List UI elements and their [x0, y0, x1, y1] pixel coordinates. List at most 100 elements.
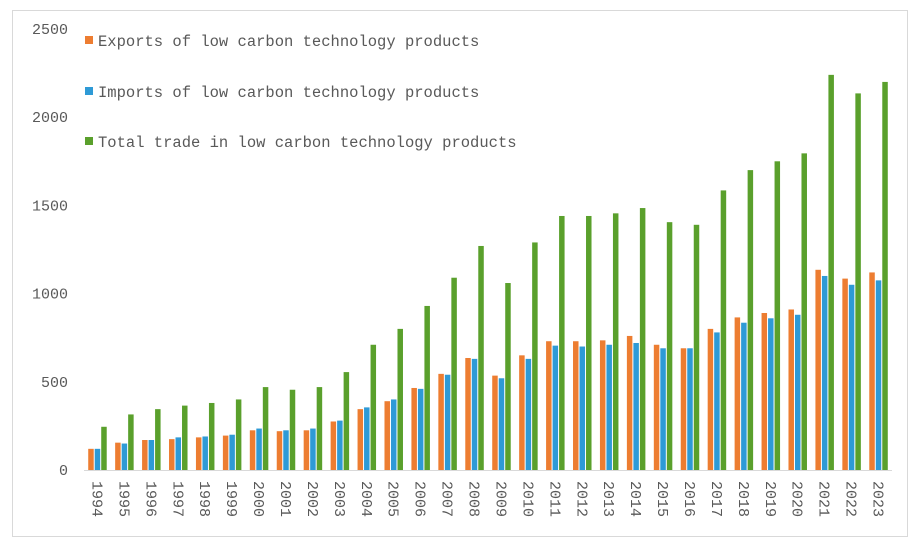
bar-series-3 — [855, 93, 861, 470]
x-tick-label: 2002 — [303, 481, 320, 517]
bar-series-2 — [794, 314, 801, 470]
bar-series-3 — [208, 402, 215, 470]
legend-swatch — [85, 36, 93, 44]
bar-series-1 — [169, 439, 175, 470]
x-tick-label: 2003 — [330, 481, 347, 517]
bar-series-2 — [579, 346, 586, 470]
bar-series-2 — [175, 437, 182, 470]
bar-series-3 — [155, 409, 161, 470]
bar-series-2 — [687, 348, 693, 470]
bar-series-1 — [330, 421, 337, 470]
bar-series-3 — [182, 405, 188, 470]
bar-series-1 — [761, 313, 768, 470]
bar-series-3 — [828, 74, 834, 471]
bar-series-2 — [283, 430, 289, 470]
bar-series-1 — [142, 440, 148, 470]
bar-series-3 — [882, 81, 888, 471]
x-tick-label: 2004 — [357, 481, 374, 517]
x-tick-label: 1995 — [114, 481, 131, 517]
x-tick-label: 2018 — [734, 481, 751, 517]
bar-series-1 — [222, 435, 229, 470]
bar-series-1 — [626, 335, 633, 470]
x-tick-label: 1999 — [222, 481, 239, 517]
x-tick-label: 1994 — [87, 481, 104, 517]
y-tick-label: 2000 — [32, 110, 68, 127]
bar-series-2 — [848, 284, 855, 470]
bar-series-3 — [505, 283, 511, 470]
bar-series-1 — [411, 387, 417, 470]
x-tick-label: 2023 — [869, 481, 886, 517]
x-tick-label: 2022 — [842, 481, 859, 517]
bar-series-1 — [653, 344, 660, 470]
bar-series-2 — [821, 275, 828, 470]
x-tick-label: 2019 — [761, 481, 778, 517]
bar-series-3 — [316, 387, 323, 470]
bar-series-1 — [492, 375, 498, 470]
bar-series-3 — [559, 215, 565, 470]
x-tick-label: 2001 — [276, 481, 293, 517]
bar-series-2 — [525, 358, 532, 470]
bar-series-1 — [249, 430, 256, 470]
bar-series-1 — [815, 269, 821, 470]
bar-series-2 — [471, 358, 478, 470]
bar-series-2 — [148, 440, 155, 470]
x-tick-label: 2017 — [707, 481, 724, 517]
legend-label: Exports of low carbon technology product… — [98, 33, 479, 51]
bar-series-2 — [498, 378, 505, 470]
bar-series-1 — [384, 401, 390, 470]
bar-series-1 — [680, 348, 687, 470]
legend-swatch — [85, 137, 93, 145]
bar-series-1 — [357, 409, 364, 470]
bar-series-2 — [606, 344, 612, 470]
bar-series-1 — [734, 317, 741, 470]
y-tick-label: 0 — [59, 463, 68, 480]
bar-series-1 — [788, 309, 794, 470]
bar-series-3 — [262, 387, 269, 470]
bar-series-2 — [741, 322, 747, 470]
bar-series-1 — [599, 340, 606, 470]
bar-series-3 — [128, 414, 134, 470]
bars — [88, 74, 888, 471]
bar-series-3 — [586, 215, 592, 470]
bar-series-2 — [310, 428, 316, 470]
bar-series-3 — [289, 389, 296, 470]
bar-series-2 — [552, 345, 559, 470]
x-tick-label: 2010 — [518, 481, 535, 517]
bar-series-1 — [303, 430, 310, 470]
bar-series-2 — [256, 428, 262, 470]
y-tick-label: 1500 — [32, 198, 68, 215]
x-tick-label: 2012 — [572, 481, 589, 517]
bar-series-1 — [88, 448, 94, 470]
bar-series-3 — [451, 277, 457, 470]
bar-series-3 — [693, 224, 700, 470]
x-tick-label: 2000 — [249, 481, 266, 517]
x-tick-label: 2008 — [465, 481, 482, 517]
y-tick-label: 2500 — [32, 22, 68, 39]
bar-series-2 — [714, 332, 720, 470]
bar-series-3 — [720, 190, 727, 470]
bar-series-1 — [438, 373, 444, 470]
x-tick-label: 2007 — [438, 481, 455, 517]
bar-series-3 — [101, 426, 107, 470]
x-tick-label: 2011 — [545, 481, 562, 517]
bar-series-3 — [612, 213, 619, 470]
bar-series-3 — [801, 153, 807, 471]
bar-series-1 — [707, 328, 714, 470]
bar-series-2 — [364, 407, 370, 470]
bar-series-3 — [639, 208, 646, 471]
bar-series-2 — [390, 399, 397, 470]
bar-series-1 — [195, 437, 202, 470]
x-tick-label: 2005 — [384, 481, 401, 517]
x-tick-label: 2014 — [626, 481, 643, 517]
x-tick-label: 1998 — [195, 481, 212, 517]
bar-series-2 — [337, 420, 343, 470]
legend-swatch — [85, 87, 93, 95]
x-tick-label: 2021 — [815, 481, 832, 517]
bar-series-2 — [417, 388, 424, 470]
bar-series-3 — [747, 170, 754, 470]
x-tick-label: 1996 — [141, 481, 158, 517]
bar-series-3 — [370, 344, 377, 470]
bar-series-2 — [94, 448, 101, 470]
bar-series-1 — [465, 357, 471, 470]
